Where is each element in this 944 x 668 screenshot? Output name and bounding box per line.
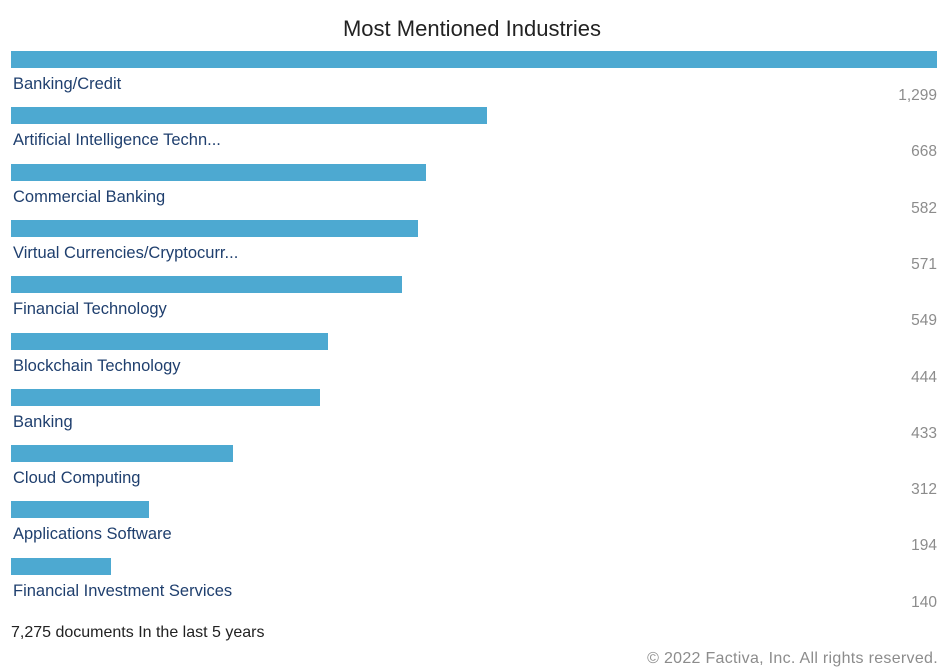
bar-4 (11, 219, 419, 237)
category-label-3: Commercial Banking (13, 187, 166, 206)
category-label-5: Financial Technology (13, 300, 167, 319)
chart-title: Most Mentioned Industries (342, 16, 602, 41)
value-label-5: 549 (911, 312, 937, 330)
category-label-9: Applications Software (13, 525, 172, 544)
bar-6 (11, 332, 328, 350)
category-label-8: Cloud Computing (13, 469, 141, 488)
category-label-10: Financial Investment Services (13, 581, 233, 600)
category-label-4: Virtual Currencies/Cryptocurr... (13, 243, 239, 262)
value-label-4: 571 (911, 255, 937, 273)
category-label-6: Blockchain Technology (13, 356, 181, 375)
category-label-1: Banking/Credit (13, 75, 122, 93)
bar-5 (11, 276, 403, 294)
category-label-7: Banking (13, 412, 73, 431)
category-label-2: Artificial Intelligence Techn... (13, 131, 221, 150)
value-label-6: 444 (911, 368, 937, 386)
bar-8 (11, 445, 234, 463)
bar-1 (11, 51, 937, 68)
value-label-3: 582 (911, 199, 937, 217)
value-label-7: 433 (911, 424, 937, 442)
value-label-9: 194 (911, 537, 937, 555)
bar-9 (11, 501, 150, 519)
copyright-text: © 2022 Factiva, Inc. All rights reserved… (647, 650, 938, 667)
value-label-2: 668 (911, 143, 937, 161)
bar-10 (11, 557, 111, 575)
value-label-1: 1,299 (898, 87, 937, 104)
bar-7 (11, 388, 320, 406)
documents-count-text: 7,275 documents In the last 5 years (11, 624, 265, 641)
bar-3 (11, 163, 426, 181)
value-label-8: 312 (911, 481, 937, 499)
bar-2 (11, 107, 488, 125)
value-label-10: 140 (911, 593, 937, 611)
